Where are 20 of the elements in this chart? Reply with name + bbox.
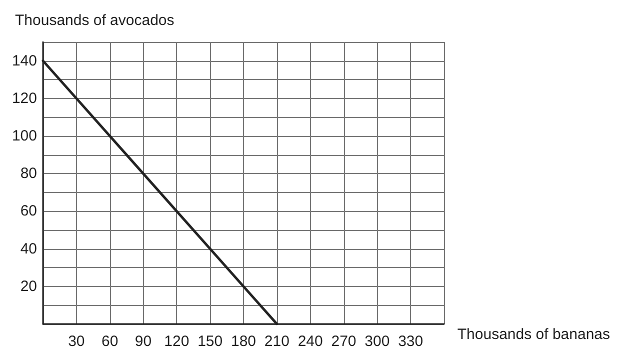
x-tick-label: 180: [230, 333, 256, 350]
x-tick-label: 120: [164, 333, 190, 350]
y-tick-label: 100: [12, 128, 37, 144]
y-tick-label: 80: [20, 165, 37, 182]
y-tick-label: 20: [20, 278, 37, 295]
y-tick-label: 40: [20, 240, 37, 258]
x-tick-label: 90: [134, 333, 152, 350]
x-tick-label: 300: [364, 333, 390, 350]
y-tick-label: 120: [12, 90, 37, 107]
x-tick-label: 30: [68, 333, 85, 350]
x-tick-label: 60: [101, 333, 118, 350]
x-tick-label: 240: [298, 333, 323, 350]
x-tick-label: 150: [198, 333, 223, 350]
y-axis-title: Thousands of avocados: [15, 12, 174, 29]
x-tick-label: 210: [264, 333, 290, 350]
x-tick-label: 330: [398, 333, 424, 350]
x-axis-title: Thousands of bananas: [457, 326, 610, 343]
x-tick-label: 270: [331, 333, 356, 350]
y-tick-label: 140: [12, 52, 37, 70]
y-tick-label: 60: [20, 202, 37, 220]
